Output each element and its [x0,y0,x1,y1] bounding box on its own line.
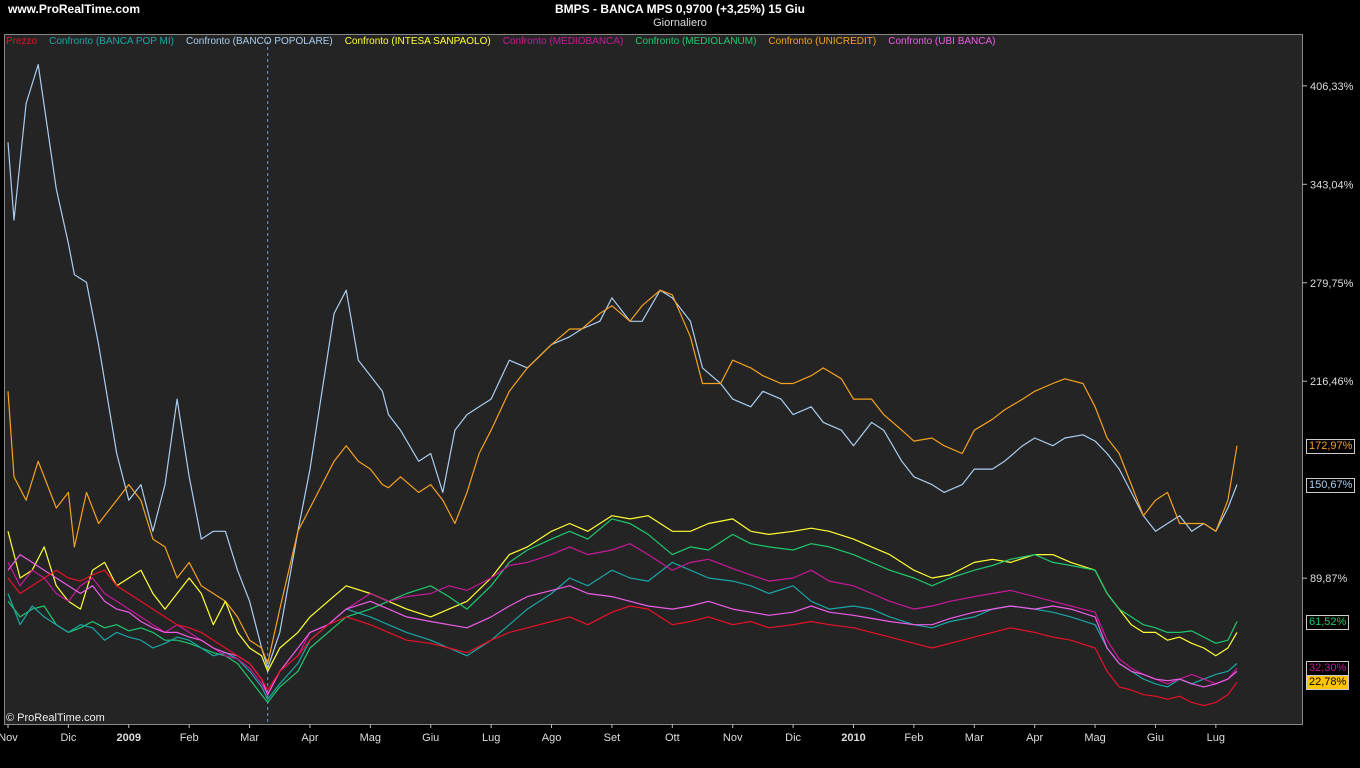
last-value-tag: 150,67% [1306,477,1356,493]
x-tick-label: Mag [360,732,381,744]
x-tick-label: Giu [1147,732,1164,744]
y-tick-label: 343,04% [1310,179,1354,191]
last-value-tag: 172,97% [1306,438,1356,454]
x-tick-label: Lug [482,732,500,744]
x-tick-label: 2010 [841,732,865,744]
y-tick-label: 406,33% [1310,81,1354,93]
y-tick-label: 279,75% [1310,278,1354,290]
x-tick-label: Feb [180,732,199,744]
x-tick-label: Ott [665,732,680,744]
legend-item[interactable]: Confronto (BANCO POPOLARE) [185,36,333,47]
x-tick-label: Dic [60,732,76,744]
chart-title: BMPS - BANCA MPS 0,9700 (+3,25%) 15 Giu [555,2,805,16]
x-tick-label: Mag [1084,732,1105,744]
legend-item[interactable]: Confronto (MEDIOLANUM) [635,36,757,47]
x-tick-label: Lug [1207,732,1225,744]
chart-period: Giornaliero [653,17,707,29]
y-tick-label: 89,87% [1310,573,1348,585]
last-value-tag: 61,52% [1306,614,1350,630]
x-tick-label: Apr [301,732,318,744]
legend-item[interactable]: Prezzo [6,36,38,47]
legend-item[interactable]: Confronto (UBI BANCA) [888,36,996,47]
x-tick-label: Mar [240,732,259,744]
x-tick-label: Dic [785,732,801,744]
legend-item[interactable]: Confronto (BANCA POP MI) [49,36,174,47]
legend-item[interactable]: Confronto (INTESA SANPAOLO) [344,36,491,47]
series-line-prezzo[interactable] [7,569,1238,707]
x-tick-label: Giu [422,732,439,744]
y-tick-label: 216,46% [1310,376,1354,388]
series-line-unicredit[interactable] [7,289,1238,665]
last-value-tag: 32,30% [1306,661,1350,677]
x-tick-label: Mar [965,732,984,744]
x-tick-label: Feb [904,732,923,744]
series-line-mediolanum[interactable] [7,518,1238,704]
series-line-banca-pop-mi[interactable] [7,561,1238,700]
legend-item[interactable]: Confronto (UNICREDIT) [768,36,877,47]
series-line-ubi-banca[interactable] [7,553,1238,696]
series-line-banco-popolare[interactable] [7,63,1238,669]
series-line-mediobanca[interactable] [7,543,1238,696]
last-value-tag: 22,78% [1306,675,1350,691]
site-name[interactable]: www.ProRealTime.com [8,2,141,16]
series-line-intesa-sanpaolo[interactable] [7,515,1238,672]
x-tick-label: 2009 [117,732,141,744]
chart-legend: Prezzo Confronto (BANCA POP MI) Confronto … [6,36,1008,47]
legend-item[interactable]: Confronto (MEDIOBANCA) [502,36,624,47]
x-tick-label: Apr [1026,732,1043,744]
x-tick-label: Set [604,732,621,744]
x-tick-label: Nov [723,732,743,744]
x-tick-label: Nov [0,732,18,744]
x-tick-label: Ago [542,732,562,744]
copyright-text: © ProRealTime.com [6,712,105,724]
